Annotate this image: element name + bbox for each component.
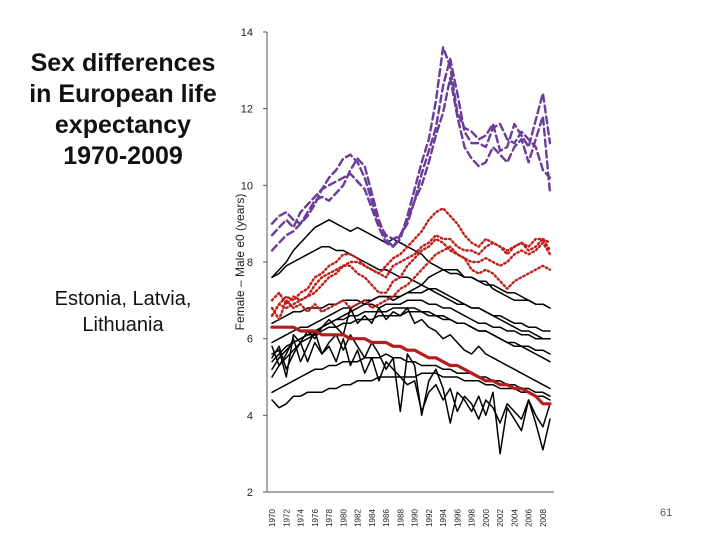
series-line-finland [271, 245, 551, 340]
x-tick-label: 2000 [482, 509, 491, 527]
series-line-macedonia [271, 372, 551, 409]
series-line-serbia [271, 330, 551, 455]
series-line-trend [270, 325, 552, 406]
subtitle: Estonia, Latvia, Lithuania [54, 288, 192, 336]
page-title: Sex differences in European life expecta… [29, 49, 217, 170]
series-line-belarus [270, 207, 552, 306]
x-tick-label: 1986 [382, 509, 391, 527]
x-tick-label: 1980 [339, 509, 348, 527]
x-tick-label: 1998 [468, 509, 477, 527]
y-tick-label: 4 [247, 410, 253, 422]
series-line-slovakia [271, 288, 551, 344]
series-line-russia [270, 234, 552, 317]
x-tick-label: 1970 [268, 509, 277, 527]
series-line-hungary [271, 268, 551, 378]
series-line-moldova [270, 245, 552, 321]
series-line-estonia [270, 57, 552, 248]
x-tick-label: 1990 [411, 509, 420, 527]
series-line-poland [271, 219, 551, 309]
x-tick-label: 1982 [354, 509, 363, 527]
y-tick-label: 2 [247, 487, 253, 499]
x-tick-label: 1992 [425, 509, 434, 527]
x-tick-label: 1972 [282, 509, 291, 527]
x-tick-label: 1994 [439, 509, 448, 527]
y-ticks: 2 4 6 8 10 12 14 [241, 27, 267, 499]
x-tick-label: 1988 [396, 509, 405, 527]
y-tick-label: 8 [247, 257, 253, 269]
y-axis-label: Female – Male e0 (years) [233, 194, 247, 331]
x-tick-label: 2002 [496, 509, 505, 527]
y-tick-label: 14 [241, 27, 253, 39]
x-tick-label: 2004 [510, 509, 519, 527]
x-tick-label: 2006 [525, 509, 534, 527]
y-tick-label: 6 [247, 334, 253, 346]
x-tick-label: 1978 [325, 509, 334, 527]
x-tick-label: 2008 [539, 509, 548, 527]
x-ticks: 1970 1972 1974 1976 1978 1980 1982 1984 1986 1988… [268, 509, 548, 527]
x-tick-label: 1996 [453, 509, 462, 527]
x-tick-label: 1976 [311, 509, 320, 527]
page-number: 61 [660, 507, 673, 519]
series-line-lithuania [270, 76, 552, 252]
series-lines [270, 46, 552, 455]
series-line-croatia [271, 353, 551, 397]
x-tick-label: 1974 [297, 509, 306, 527]
series-line-latvia [270, 46, 552, 248]
y-tick-label: 10 [241, 180, 253, 192]
y-tick-label: 12 [241, 104, 253, 116]
x-tick-label: 1984 [368, 509, 377, 527]
series-line-ukraine [270, 237, 552, 317]
series-line-albania [271, 337, 551, 428]
